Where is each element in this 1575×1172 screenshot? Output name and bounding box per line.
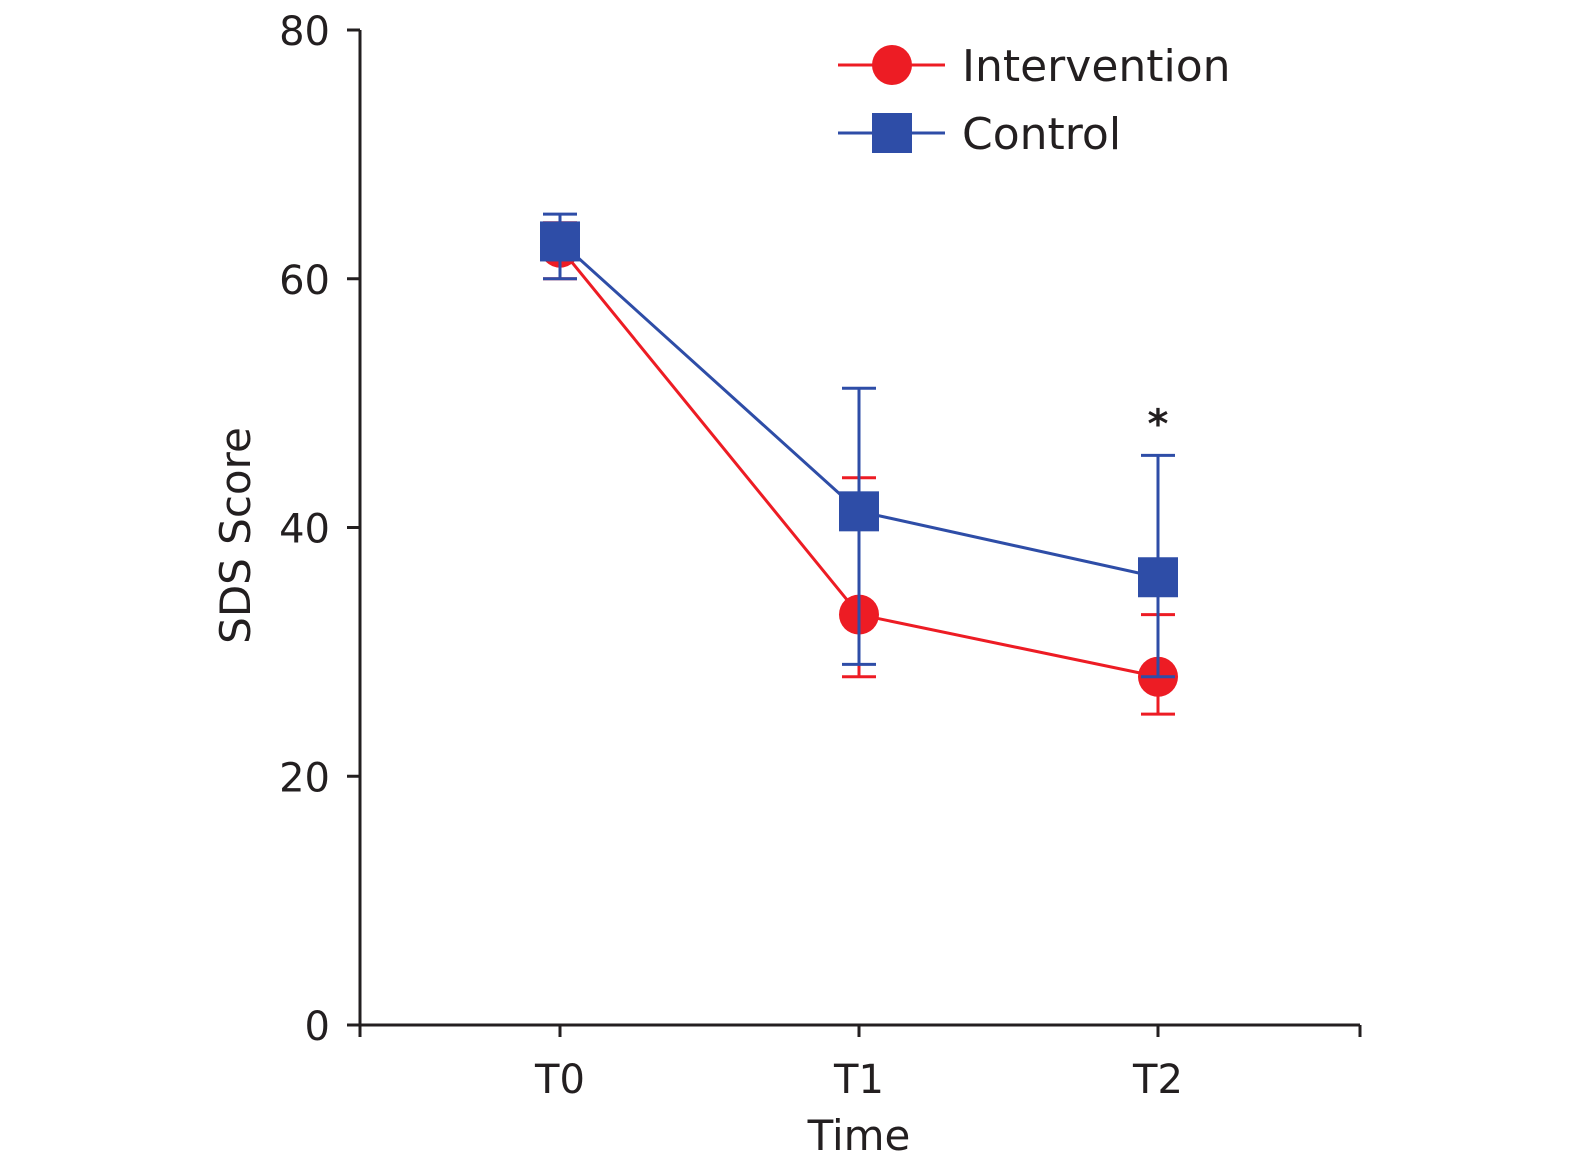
y-axis-title: SDS Score — [211, 427, 260, 644]
y-tick-label: 20 — [279, 755, 330, 801]
legend-label: Intervention — [962, 41, 1231, 92]
data-point-square — [540, 221, 580, 262]
series-control — [540, 212, 1178, 679]
x-axis-title: Time — [807, 1111, 911, 1160]
y-tick-label: 80 — [279, 9, 330, 55]
data-point-square — [1138, 557, 1178, 598]
legend-item-intervention: Intervention — [838, 41, 1231, 92]
x-tick-label: T2 — [1132, 1057, 1183, 1103]
x-tick-label: T0 — [534, 1057, 585, 1103]
axes: 0 20 40 60 80 T0 T1 T2 — [279, 9, 1362, 1103]
y-tick-label: 0 — [305, 1004, 330, 1050]
y-tick-label: 40 — [279, 507, 330, 553]
x-tick-label: T1 — [833, 1057, 884, 1103]
data-point-square — [839, 491, 879, 532]
legend: Intervention Control — [838, 41, 1231, 160]
legend-item-control: Control — [838, 109, 1121, 160]
x-ticks: T0 T1 T2 — [534, 1025, 1362, 1103]
y-ticks: 0 20 40 60 80 — [279, 9, 360, 1050]
legend-marker-square — [872, 113, 912, 153]
legend-label: Control — [962, 109, 1121, 160]
significance-asterisk: * — [1148, 401, 1169, 447]
legend-marker-circle — [872, 45, 912, 85]
series-layer — [540, 212, 1178, 716]
annotation-layer: * — [1148, 401, 1169, 447]
y-tick-label: 60 — [279, 258, 330, 304]
